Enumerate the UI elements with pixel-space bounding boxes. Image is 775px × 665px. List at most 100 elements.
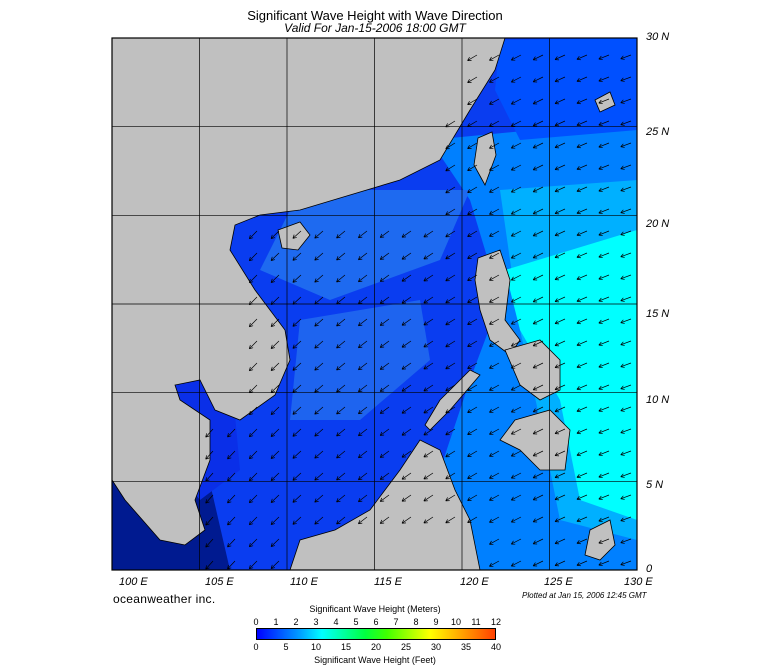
wave-arrow — [489, 472, 500, 479]
wave-arrow — [292, 428, 302, 437]
wave-arrow — [620, 274, 632, 280]
wave-arrow — [445, 428, 456, 436]
wave-arrow — [467, 406, 478, 413]
wave-arrow — [576, 120, 588, 127]
wave-arrow — [532, 142, 544, 149]
wave-arrow — [554, 428, 566, 435]
wave-arrow — [314, 516, 324, 525]
wave-arrow — [379, 362, 390, 370]
wave-arrow — [401, 428, 412, 436]
wave-arrow — [510, 318, 522, 325]
wave-arrow — [445, 494, 456, 502]
wave-arrow — [270, 318, 280, 327]
meter-tick-label: 10 — [450, 617, 462, 627]
wave-arrow — [248, 494, 258, 504]
wave-arrow — [292, 450, 302, 459]
wave-arrow — [576, 252, 588, 259]
wave-arrow — [423, 252, 434, 260]
wave-arrow — [467, 516, 478, 523]
wave-arrow — [576, 384, 588, 391]
feet-tick-label: 10 — [310, 642, 322, 652]
wave-arrow — [401, 384, 412, 392]
wave-arrow — [423, 384, 434, 392]
wave-arrow — [292, 340, 302, 349]
feet-tick-label: 5 — [283, 642, 289, 652]
wave-arrow — [379, 274, 390, 282]
lat-label-15n: 15 N — [646, 308, 670, 320]
wave-arrow — [598, 406, 610, 412]
wave-arrow — [205, 450, 214, 460]
wave-arrow — [336, 494, 346, 503]
wave-arrow — [576, 76, 588, 83]
wave-arrow — [554, 142, 566, 149]
wave-arrow — [467, 362, 478, 369]
wave-arrow — [554, 560, 566, 567]
wave-arrow — [598, 186, 610, 192]
wave-arrow — [358, 318, 368, 327]
wave-arrow — [423, 472, 434, 480]
lat-lon-grid — [112, 38, 637, 570]
lon-label-120e: 120 E — [460, 576, 489, 588]
wave-arrow — [445, 120, 456, 128]
wave-arrow — [358, 384, 368, 393]
wave-arrow — [532, 274, 544, 281]
wave-direction-arrows — [205, 54, 632, 570]
wave-arrow — [489, 98, 500, 105]
wave-arrow — [445, 252, 456, 260]
wave-arrow — [248, 428, 258, 438]
lat-label-10n: 10 N — [646, 394, 670, 406]
wave-arrow — [620, 340, 632, 346]
meter-tick-label: 8 — [413, 617, 419, 627]
wave-arrow — [576, 450, 588, 457]
wave-arrow — [358, 428, 368, 437]
wave-arrow — [598, 164, 610, 170]
wave-arrow — [576, 98, 588, 105]
wave-arrow — [227, 560, 236, 570]
wave-arrow — [489, 164, 500, 171]
lat-label-20n: 20 N — [646, 218, 670, 230]
wave-arrow — [532, 538, 544, 545]
wave-arrow — [598, 384, 610, 390]
wave-arrow — [445, 362, 456, 370]
wave-arrow — [489, 428, 500, 435]
wave-arrow — [532, 186, 544, 193]
wave-arrow — [248, 472, 258, 482]
wave-arrow — [227, 472, 236, 482]
wave-arrow — [510, 472, 522, 479]
wave-arrow — [576, 54, 588, 61]
wave-arrow — [467, 274, 478, 281]
wave-arrow — [467, 54, 478, 61]
wave-arrow — [620, 296, 632, 302]
wave-arrow — [510, 252, 522, 259]
meter-tick-label: 7 — [393, 617, 399, 627]
wave-arrow — [248, 384, 258, 394]
wave-arrow — [598, 230, 610, 236]
wave-arrow — [489, 516, 500, 523]
wave-arrow — [358, 472, 368, 481]
lon-label-130e: 130 E — [624, 576, 653, 588]
legend-color-bar — [256, 628, 496, 640]
wave-arrow — [576, 406, 588, 413]
wave-arrow — [532, 516, 544, 523]
wave-arrow — [270, 252, 280, 261]
wave-arrow — [554, 164, 566, 171]
wave-arrow — [576, 296, 588, 303]
wave-arrow — [467, 164, 478, 171]
wave-arrow — [489, 560, 500, 567]
wave-arrow — [467, 120, 478, 127]
wave-arrow — [510, 54, 522, 61]
wave-arrow — [270, 296, 280, 305]
wave-arrow — [510, 384, 522, 391]
wave-arrow — [401, 494, 412, 502]
wave-arrow — [423, 296, 434, 304]
lat-label-0: 0 — [646, 563, 653, 575]
wave-arrow — [379, 428, 390, 436]
wave-arrow — [379, 296, 390, 304]
wave-arrow — [620, 472, 632, 478]
meter-tick-label: 11 — [471, 617, 481, 627]
wave-arrow — [532, 560, 544, 567]
wave-arrow — [445, 406, 456, 414]
wave-arrow — [598, 538, 610, 544]
feet-tick-label: 25 — [400, 642, 412, 652]
wave-arrow — [598, 208, 610, 214]
